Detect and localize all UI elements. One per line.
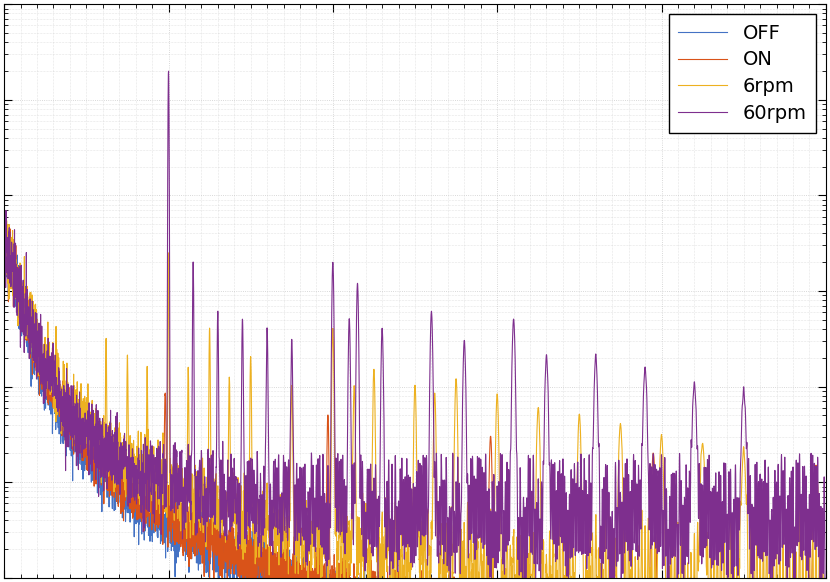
60rpm (314, 526, 324, 533)
ON (0, 237, 10, 244)
60rpm (149, 505, 159, 512)
6rpm (492, 392, 502, 399)
6rpm (1, 217, 11, 223)
60rpm (164, 68, 173, 74)
ON (149, 510, 159, 517)
60rpm (492, 495, 502, 502)
6rpm (314, 526, 324, 533)
6rpm (0, 263, 10, 270)
60rpm (675, 483, 685, 490)
Line: 60rpm: 60rpm (5, 71, 826, 582)
OFF (149, 512, 159, 519)
6rpm (149, 478, 159, 485)
ON (6, 225, 16, 232)
Line: 6rpm: 6rpm (5, 220, 826, 582)
OFF (4, 227, 14, 234)
Line: OFF: OFF (5, 230, 826, 582)
6rpm (613, 512, 622, 519)
6rpm (534, 412, 544, 419)
60rpm (613, 541, 622, 548)
OFF (0, 239, 10, 246)
60rpm (0, 261, 10, 268)
Legend: OFF, ON, 6rpm, 60rpm: OFF, ON, 6rpm, 60rpm (668, 14, 816, 133)
Line: ON: ON (5, 229, 826, 582)
60rpm (534, 555, 544, 562)
